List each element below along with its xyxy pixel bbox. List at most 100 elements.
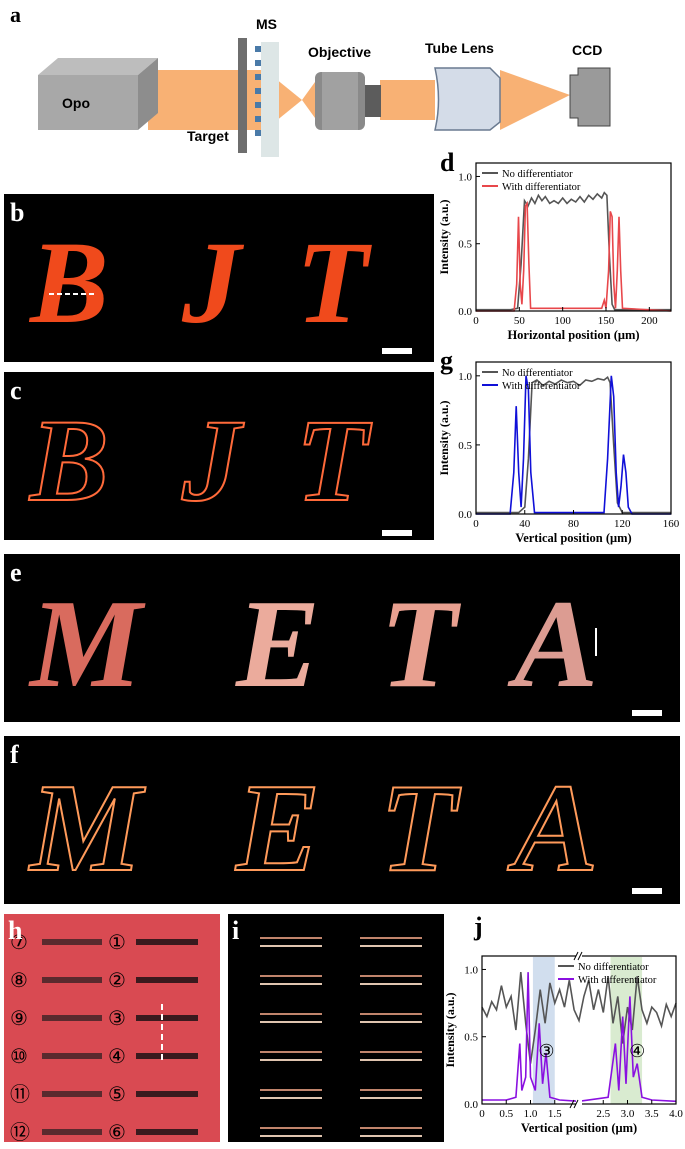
metasurface [261,42,279,157]
grating-label: ⑦ [10,930,28,954]
letter-a-edge: A [507,759,598,898]
panel-label-i: i [232,916,240,945]
y-axis-label: Intensity (a.u.) [443,992,457,1067]
series-line-1 [476,200,672,312]
y-axis-label: Intensity (a.u.) [437,199,451,274]
panel-label-f: f [10,740,19,769]
series-line-0 [476,375,671,514]
y-tick-label: 0.5 [464,1032,478,1044]
letter-b-edge: B [28,395,109,526]
x-axis-label: Vertical position (μm) [515,531,631,545]
letter-t-meta-edge: T [380,759,462,898]
grating-label: ④ [108,1044,126,1068]
x-tick-label: 160 [663,518,680,530]
y-axis-label: Intensity (a.u.) [437,400,451,475]
x-axis-label: Horizontal position (μm) [507,328,639,342]
axis-break-mark [577,951,583,961]
panel-label-d: d [440,148,455,177]
scale-bar [632,888,662,894]
x-tick-label: 3.0 [621,1108,635,1120]
x-tick-label: 150 [598,315,615,327]
axis-break [576,952,582,960]
letter-b-bright: B [28,217,109,348]
x-tick-label: 3.5 [645,1108,659,1120]
panel-label-c: c [10,376,22,405]
ms-label: MS [256,16,277,32]
grating-label: ① [108,930,126,954]
legend-label: With differentiator [502,182,581,193]
grating-label: ② [108,968,126,992]
brightfield-meta-image: M E T A [4,554,680,722]
x-tick-label: 200 [641,315,658,327]
expanded-beam [302,82,315,118]
series-line-0 [481,972,677,1064]
panel-label-h: h [8,916,23,945]
x-axis-label: Vertical position (μm) [521,1121,637,1135]
axis-break-mark [573,1099,579,1109]
grating-label: ⑨ [10,1006,28,1030]
grating-bar [42,1053,102,1059]
collimated-beam [380,80,435,120]
chart-j: 0 0.5 1.0 1.5 2.5 3.0 3.5 4.0 0.0 0.5 1.0 Vertical … [443,920,684,1148]
grating-bar [42,1129,102,1135]
ccd-camera [569,67,611,127]
letter-e-bright: E [235,575,320,714]
chart-d: 0 50 100 150 200 0.0 0.5 1.0 Horizontal position… [437,155,683,345]
grating-bar [136,1129,198,1135]
letter-a-bright: A [507,575,598,714]
series-line-0 [476,191,671,311]
y-tick-label: 0.5 [458,440,472,452]
x-tick-label: 0 [473,315,479,327]
legend-label: No differentiator [578,962,649,973]
x-tick-label: 120 [614,518,631,530]
edge-bit-image: B J T [4,372,434,540]
opo-label: Opo [62,95,90,111]
grating-edge-image [228,914,444,1142]
target-plate [238,38,247,153]
grating-bar [42,939,102,945]
grating-bar [136,1015,198,1021]
y-tick-label: 0.0 [464,1099,478,1111]
x-tick-label: 4.0 [669,1108,683,1120]
x-tick-label: 0 [473,518,479,530]
panel-label-b: b [10,198,25,227]
y-tick-label: 0.0 [458,509,472,521]
opo-box [38,75,138,130]
letter-e-edge: E [235,759,320,898]
letter-t-edge: T [296,395,372,526]
grating-label: ⑧ [10,968,28,992]
annotation-label: ④ [629,1041,645,1061]
x-tick-label: 1.0 [524,1108,538,1120]
letter-j-edge: J [181,395,245,526]
scale-bar [382,530,412,536]
y-tick-label: 0.0 [458,306,472,318]
x-tick-label: 1.5 [548,1108,562,1120]
ccd-label: CCD [572,42,603,58]
target-label: Target [187,128,229,144]
converging-beam [500,70,570,130]
tube-lens-label: Tube Lens [425,40,494,56]
plot-frame [475,162,672,312]
brightfield-bit-image: B J T [4,194,434,362]
grating-label: ⑥ [108,1120,126,1142]
grating-label: ⑩ [10,1044,28,1068]
y-tick-label: 1.0 [458,171,472,183]
chart-g: 0 40 80 120 160 0.0 0.5 1.0 Vertical position (μ… [437,352,683,547]
axis-break [576,1100,582,1108]
y-tick-label: 0.5 [458,239,472,251]
grating-bar [42,1015,102,1021]
grating-label: ③ [108,1006,126,1030]
objective-label: Objective [308,44,372,60]
grating-bar [42,977,102,983]
scale-bar [632,710,662,716]
x-tick-label: 0 [479,1108,485,1120]
x-tick-label: 40 [519,518,531,530]
panel-label-j: j [474,912,483,941]
edge-meta-image: M E T A [4,736,680,904]
letter-m-edge: M [28,759,146,898]
scale-bar [382,348,412,354]
grating-bar [136,939,198,945]
series-line-1 [482,972,677,1103]
axis-break-mark [573,951,579,961]
axis-break-mark [569,1099,575,1109]
